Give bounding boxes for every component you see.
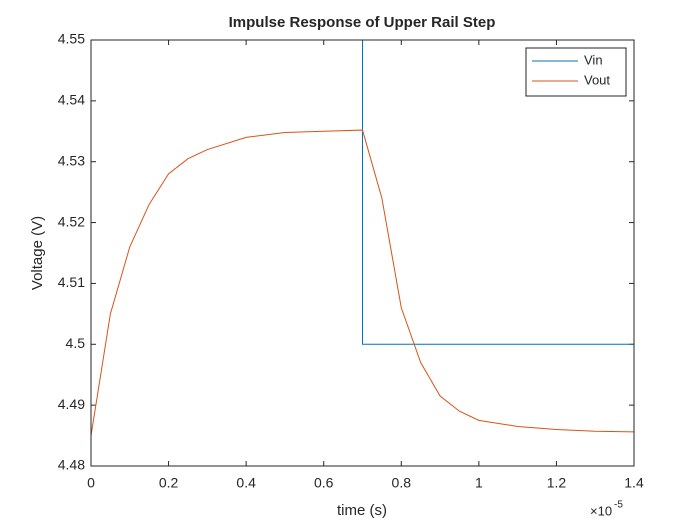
chart-title: Impulse Response of Upper Rail Step — [229, 14, 496, 31]
x-multiplier: ×10 — [590, 503, 612, 518]
legend-box — [525, 47, 627, 97]
y-tick-label: 4.55 — [58, 31, 85, 47]
x-tick-label: 0.4 — [236, 475, 256, 491]
series-line — [90, 129, 635, 436]
x-tick-label: 0.6 — [314, 475, 334, 491]
y-tick-label: 4.48 — [58, 457, 85, 473]
y-tick-label: 4.52 — [58, 213, 85, 229]
x-tick-label: 0 — [87, 475, 95, 491]
y-axis-label: Voltage (V) — [29, 216, 46, 290]
x-axis-label: time (s) — [337, 502, 387, 519]
x-tick-label: 0.2 — [159, 475, 179, 491]
legend-label: Vout — [584, 72, 610, 87]
y-tick-label: 4.5 — [66, 335, 86, 351]
y-tick-label: 4.49 — [58, 396, 85, 412]
plot-frame — [90, 39, 635, 467]
x-tick-label: 0.8 — [392, 475, 412, 491]
legend-label: Vin — [584, 52, 603, 67]
y-tick-label: 4.53 — [58, 152, 85, 168]
x-tick-label: 1.4 — [624, 475, 644, 491]
y-tick-label: 4.54 — [58, 92, 85, 108]
y-tick-label: 4.51 — [58, 274, 85, 290]
x-tick-label: 1 — [475, 475, 483, 491]
x-multiplier-exponent: -5 — [614, 500, 623, 511]
x-tick-label: 1.2 — [547, 475, 567, 491]
